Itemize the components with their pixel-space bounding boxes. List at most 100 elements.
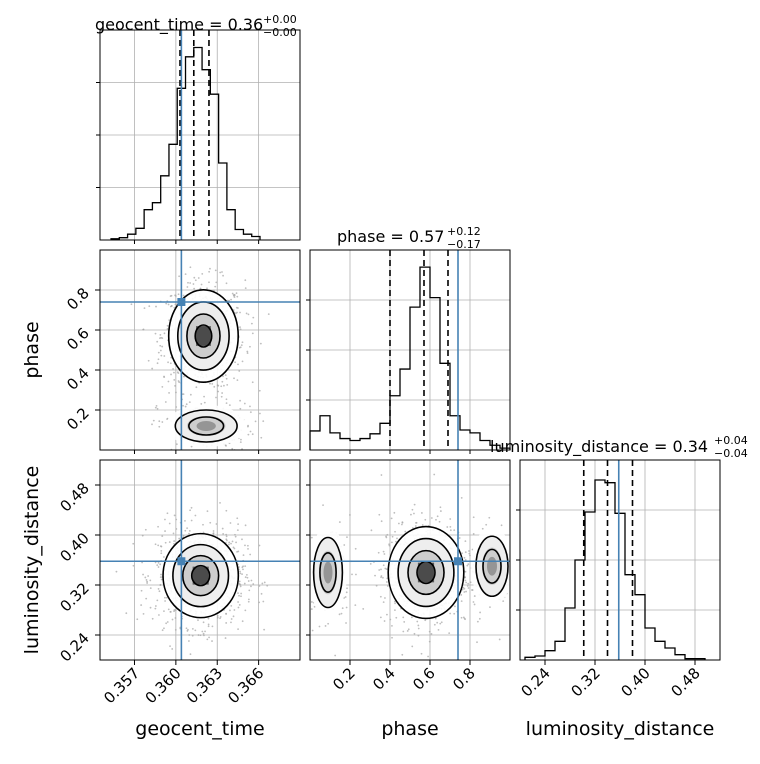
- title-plus-luminosity-distance: +0.04: [714, 434, 748, 447]
- luminosity_distance-vs-phase-point: [310, 601, 313, 603]
- luminosity_distance-vs-phase-point: [410, 616, 413, 619]
- luminosity_distance-vs-geocent_time-point: [237, 523, 240, 526]
- luminosity_distance-vs-phase-contour: [407, 549, 445, 596]
- luminosity_distance-vs-phase-point: [434, 617, 437, 620]
- phase-vs-geocent_time-point: [168, 392, 170, 394]
- luminosity_distance-vs-phase-point: [464, 559, 467, 561]
- phase-vs-geocent_time-point: [159, 337, 161, 340]
- luminosity_distance-vs-geocent_time-point: [236, 550, 238, 553]
- luminosity_distance-vs-geocent_time-point: [240, 595, 242, 598]
- phase-histogram-bar: [360, 439, 370, 450]
- luminosity_distance-vs-phase-point: [489, 606, 491, 609]
- geocent_time-histogram-step: [110, 46, 261, 240]
- phase-vs-geocent_time-point: [226, 383, 229, 386]
- luminosity_distance-vs-phase-point: [430, 517, 433, 519]
- luminosity_distance-vs-geocent_time-point: [204, 630, 206, 633]
- phase-vs-geocent_time-point: [267, 313, 270, 316]
- luminosity_distance-vs-phase-point: [436, 515, 439, 518]
- luminosity_distance-vs-geocent_time-point: [245, 574, 248, 576]
- luminosity_distance-vs-phase-xtick-label: 0.6: [409, 664, 439, 694]
- luminosity_distance-vs-geocent_time-ytick-label: 0.48: [56, 479, 92, 515]
- luminosity_distance-vs-geocent_time-point: [241, 566, 244, 569]
- luminosity_distance-vs-geocent_time-point: [246, 576, 249, 579]
- phase-vs-geocent_time-point: [222, 375, 224, 378]
- phase-vs-geocent_time-point: [195, 386, 198, 389]
- luminosity_distance-vs-phase-point: [464, 540, 467, 542]
- phase-vs-geocent_time-point: [225, 398, 228, 401]
- luminosity_distance-vs-geocent_time-point: [132, 542, 135, 545]
- luminosity_distance-vs-geocent_time-xtick-label: 0.357: [100, 664, 143, 707]
- phase-vs-geocent_time-point: [156, 340, 159, 343]
- luminosity_distance-vs-phase-contour: [475, 535, 509, 598]
- phase-vs-geocent_time-point: [177, 293, 180, 296]
- luminosity_distance-vs-geocent_time-point: [238, 580, 241, 583]
- luminosity_distance-vs-geocent_time-point: [169, 645, 171, 648]
- luminosity_distance-vs-geocent_time-truth-marker: [177, 557, 186, 566]
- phase-histogram-bar: [330, 433, 340, 450]
- phase-vs-geocent_time-point: [233, 377, 235, 380]
- phase-vs-geocent_time-point: [206, 287, 208, 290]
- x-axis-label-geocent-time: geocent_time: [135, 718, 264, 740]
- luminosity_distance-vs-phase-point: [391, 535, 394, 538]
- luminosity_distance-vs-phase-point: [464, 576, 466, 579]
- luminosity_distance-vs-geocent_time-point: [235, 541, 237, 544]
- luminosity_distance-vs-geocent_time-point: [189, 653, 192, 656]
- luminosity_distance-vs-geocent_time-point: [233, 609, 236, 611]
- luminosity_distance-histogram-bar: [625, 575, 635, 660]
- phase-vs-geocent_time-point: [166, 328, 169, 330]
- phase-vs-geocent_time-point: [249, 345, 251, 348]
- phase-vs-geocent_time-point: [194, 245, 196, 247]
- title-phase: phase = 0.57: [337, 227, 444, 246]
- luminosity_distance-vs-phase-point: [467, 587, 470, 589]
- luminosity_distance-vs-phase-point: [469, 581, 472, 584]
- luminosity_distance-vs-geocent_time-contour: [190, 564, 211, 587]
- phase-vs-geocent_time-point: [236, 379, 239, 382]
- luminosity_distance-vs-phase-density-level: [323, 561, 333, 584]
- phase-vs-geocent_time-point: [157, 358, 160, 361]
- luminosity_distance-vs-geocent_time-point: [158, 590, 161, 593]
- luminosity_distance-vs-geocent_time-point: [145, 597, 148, 600]
- luminosity_distance-vs-phase-contour: [397, 537, 455, 608]
- phase-vs-geocent_time-point: [190, 445, 193, 448]
- luminosity_distance-vs-phase-point: [411, 645, 414, 648]
- luminosity_distance-vs-phase-point: [449, 612, 452, 615]
- luminosity_distance-vs-geocent_time-point: [247, 547, 249, 550]
- luminosity_distance-vs-geocent_time-point: [157, 561, 160, 564]
- title-name-geocent-time: geocent_time: [95, 15, 204, 35]
- phase-vs-geocent_time-point: [249, 430, 252, 433]
- phase-vs-geocent_time-point: [189, 282, 192, 284]
- phase-vs-geocent_time-point: [249, 405, 251, 408]
- luminosity_distance-vs-phase-point: [346, 587, 348, 590]
- luminosity_distance-vs-geocent_time-point: [161, 535, 164, 538]
- luminosity_distance-vs-geocent_time-point: [243, 582, 246, 585]
- phase-vs-geocent_time-point: [148, 305, 151, 308]
- geocent_time-histogram-bar: [243, 234, 251, 240]
- luminosity_distance-vs-phase-point: [461, 552, 463, 555]
- phase-vs-geocent_time-point: [252, 316, 255, 319]
- luminosity_distance-vs-geocent_time-point: [241, 538, 243, 541]
- phase-vs-geocent_time-point: [215, 396, 217, 399]
- luminosity_distance-vs-geocent_time-point: [221, 527, 224, 530]
- luminosity_distance-vs-geocent_time-point: [222, 533, 225, 535]
- luminosity_distance-vs-phase-point: [460, 616, 463, 619]
- luminosity_distance-vs-geocent_time-point: [146, 580, 149, 583]
- luminosity_distance-vs-geocent_time-point: [158, 614, 160, 616]
- luminosity_distance-vs-geocent_time-point: [163, 627, 165, 630]
- phase-vs-geocent_time-point: [189, 393, 192, 396]
- luminosity_distance-vs-phase-point: [395, 540, 397, 543]
- luminosity_distance-vs-geocent_time-point: [258, 544, 261, 547]
- phase-vs-geocent_time-point: [244, 287, 247, 289]
- luminosity_distance-vs-phase-point: [488, 516, 491, 519]
- phase-vs-geocent_time-point: [169, 362, 172, 365]
- luminosity_distance-vs-phase-point: [340, 612, 343, 615]
- luminosity_distance-histogram-bar: [545, 651, 555, 660]
- luminosity_distance-histogram-bar: [665, 648, 675, 660]
- phase-vs-geocent_time-point: [217, 390, 220, 393]
- phase-vs-geocent_time-point: [262, 420, 265, 423]
- phase-vs-geocent_time-point: [241, 360, 244, 363]
- luminosity_distance-vs-geocent_time-point: [211, 640, 213, 642]
- luminosity_distance-histogram: 0.24 0.32 0.40 0.48: [516, 459, 721, 700]
- luminosity_distance-vs-geocent_time-point: [202, 523, 204, 526]
- luminosity_distance-vs-phase-point: [473, 595, 476, 597]
- luminosity_distance-vs-geocent_time-point: [188, 634, 191, 636]
